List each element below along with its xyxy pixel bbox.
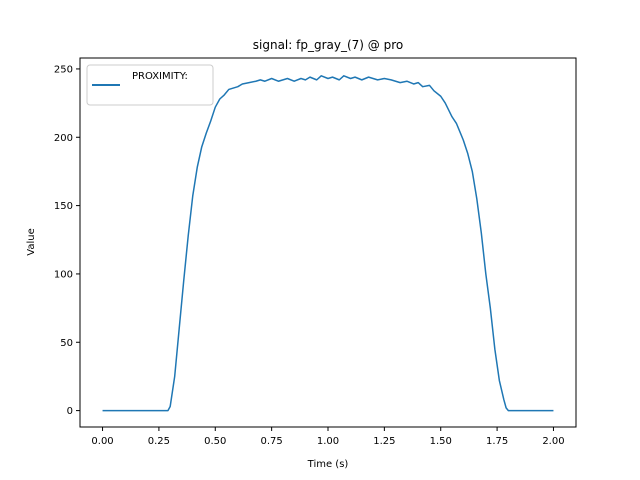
y-axis: 0 50 100 150 200 250 (54, 64, 80, 417)
x-axis: 0.00 0.25 0.50 0.75 1.00 1.25 1.50 1.75 2.00 (91, 427, 565, 447)
axes-frame (79, 57, 577, 428)
x-axis-label: Time (s) (307, 459, 349, 470)
legend-box (86, 64, 214, 106)
chart-title: signal: fp_gray_(7) @ pro (253, 38, 403, 52)
plot-area (102, 75, 554, 412)
x-tick-label: 2.00 (542, 436, 564, 447)
series-line-proximity (102, 75, 554, 412)
x-tick-label: 1.25 (373, 436, 395, 447)
y-tick-label: 50 (60, 338, 73, 349)
x-tick-label: 0.50 (204, 436, 226, 447)
x-tick-label: 1.00 (317, 436, 339, 447)
y-tick-label: 0 (67, 406, 73, 417)
x-tick-label: 1.75 (486, 436, 508, 447)
x-tick-label: 0.75 (261, 436, 283, 447)
x-tick-label: 0.25 (148, 436, 170, 447)
legend: PROXIMITY: (86, 64, 214, 106)
y-tick-label: 100 (54, 269, 73, 280)
y-tick-label: 250 (54, 64, 73, 75)
y-tick-label: 200 (54, 133, 73, 144)
y-axis-label: Value (26, 228, 37, 255)
x-tick-label: 1.50 (430, 436, 452, 447)
x-tick-label: 0.00 (91, 436, 113, 447)
y-tick-label: 150 (54, 201, 73, 212)
legend-label: PROXIMITY: (132, 71, 188, 82)
